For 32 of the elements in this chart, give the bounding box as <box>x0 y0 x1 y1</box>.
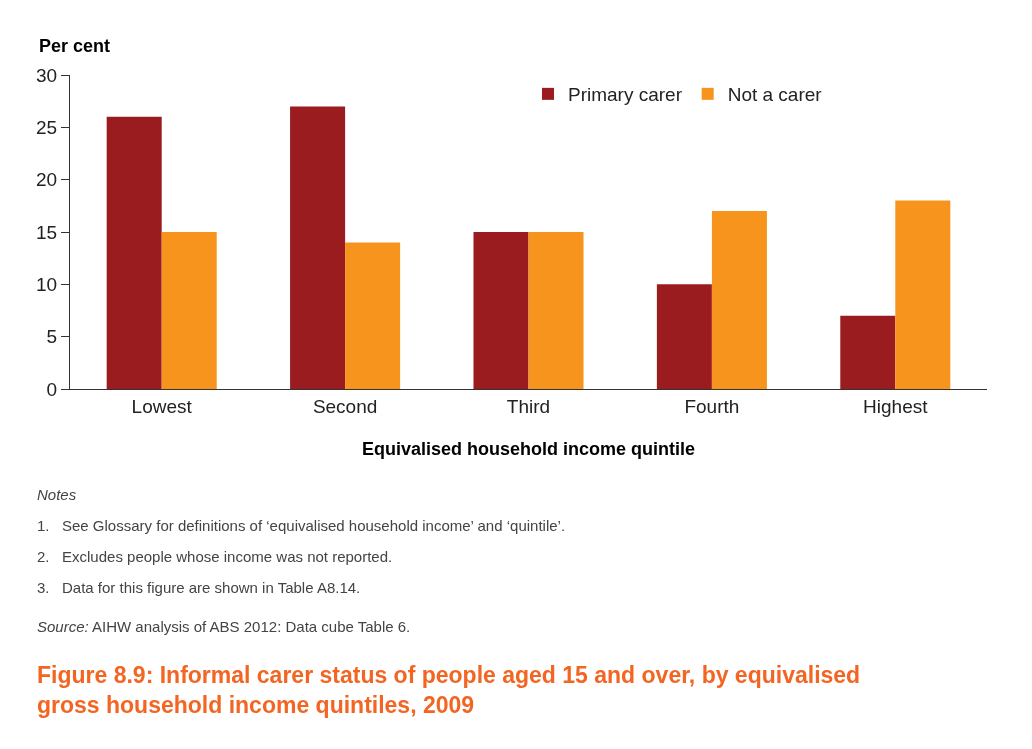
text: Notes <box>37 486 77 503</box>
bar <box>106 116 162 389</box>
x-axis-title: Equivalised household income quintile <box>362 439 696 459</box>
y-tick-label: 20 <box>36 169 58 191</box>
x-tick-label: Fourth <box>684 395 740 417</box>
text: Figure 8.9: Informal carer status of people aged 15 and over, by equivalised gross household income quintiles, 2009 <box>37 662 861 718</box>
bar <box>345 242 401 389</box>
x-tick-label: Third <box>506 395 551 417</box>
bar <box>528 232 584 389</box>
y-tick-label: 10 <box>36 273 58 295</box>
bar <box>656 284 712 389</box>
y-tick-label: 5 <box>46 326 58 348</box>
bar <box>473 232 529 389</box>
bar <box>711 211 767 389</box>
y-axis-title: Per cent <box>39 36 111 56</box>
source-note: Source: AIHW analysis of ABS 2012: Data cube Table 6. <box>37 618 411 635</box>
bar <box>290 106 346 389</box>
legend-label: Not a carer <box>727 84 823 106</box>
text: 1. See Glossary for definitions of ‘equivalised household income’ and ‘quintile’. <box>37 517 566 534</box>
x-tick-label: Second <box>312 395 378 417</box>
x-tick-label: Highest <box>863 395 929 417</box>
y-tick-label: 25 <box>36 116 58 138</box>
text: 2. Excludes people whose income was not reported. <box>37 548 393 565</box>
y-tick-label: 30 <box>36 64 58 86</box>
bar <box>840 315 896 389</box>
legend-label: Primary carer <box>568 84 683 106</box>
y-tick-label: 0 <box>46 378 58 400</box>
x-tick-label: Lowest <box>131 395 193 417</box>
text: 3. Data for this figure are shown in Table A8.14. <box>37 579 361 596</box>
y-tick-label: 15 <box>36 221 58 243</box>
bar <box>161 232 217 389</box>
bar <box>895 200 951 389</box>
